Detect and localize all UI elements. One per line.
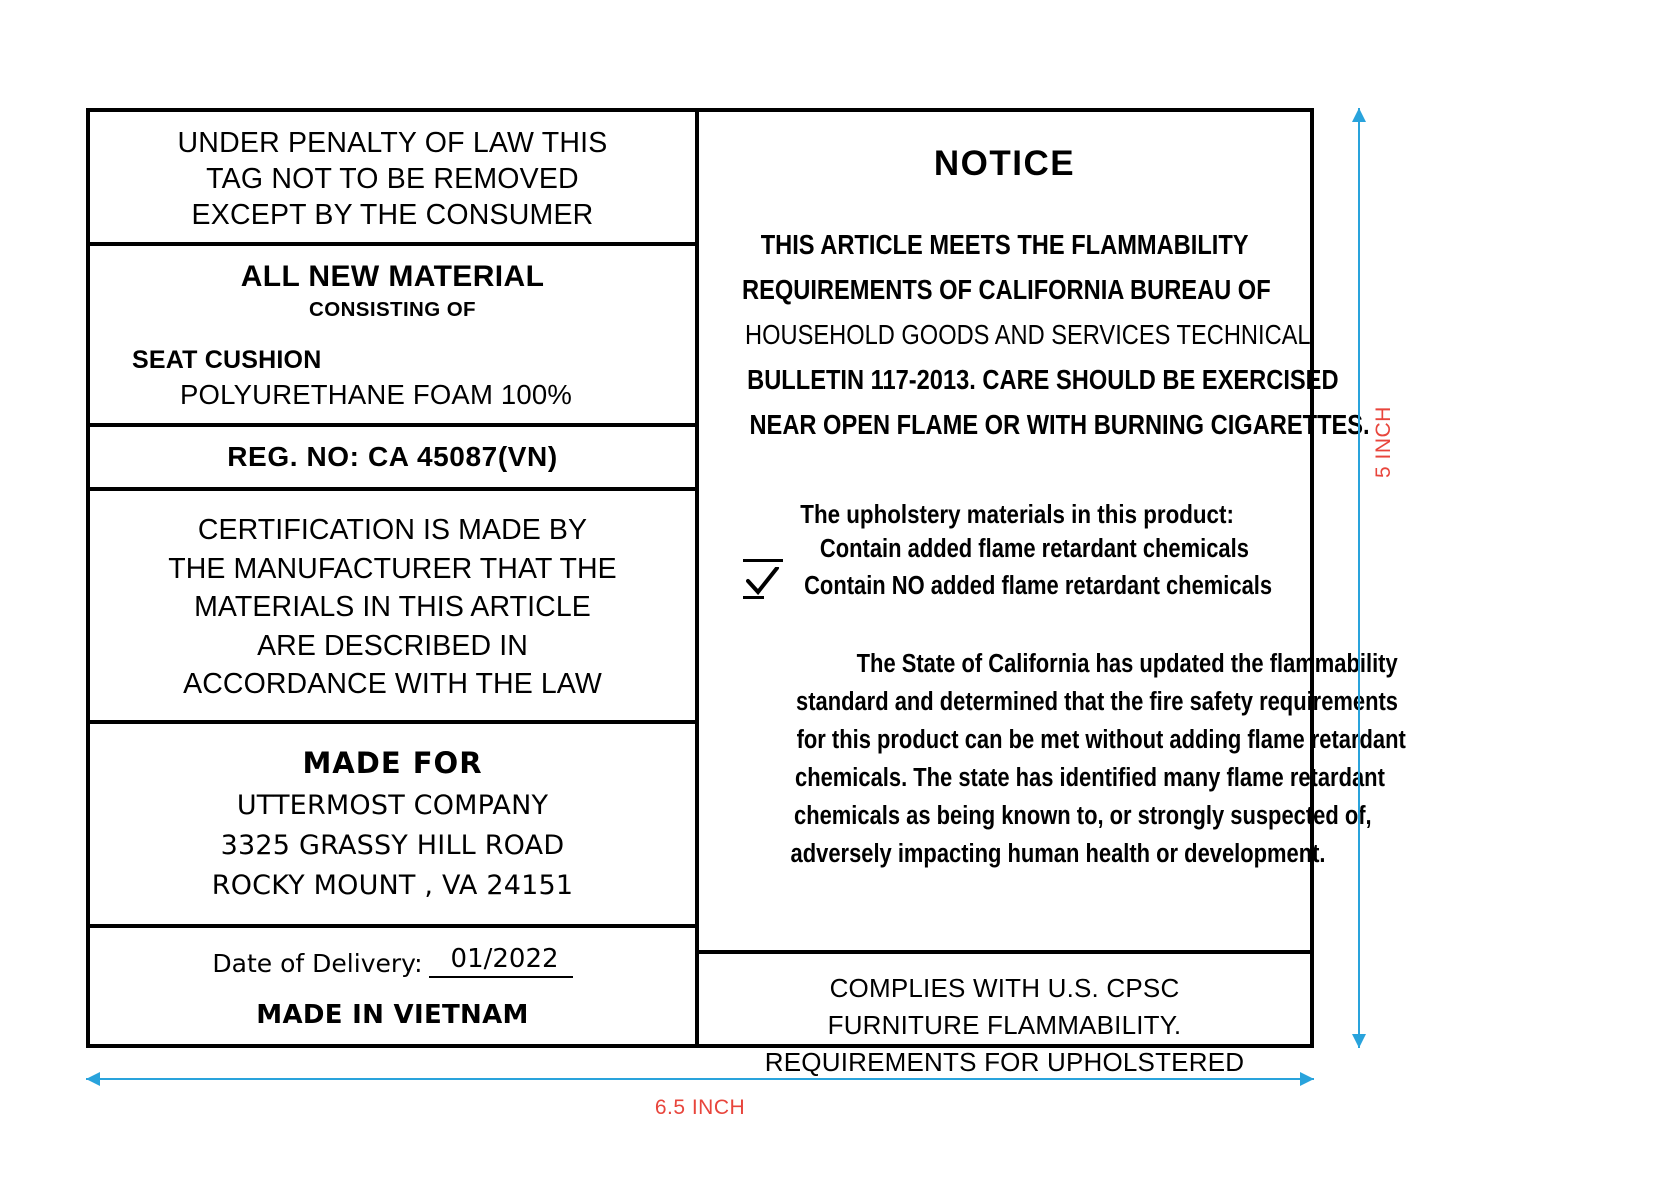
- certification-line-3: MATERIALS IN THIS ARTICLE: [194, 591, 591, 623]
- state-of-california-paragraph: The State of California has updated the …: [747, 645, 1406, 873]
- state-para-line-3: for this product can be met without addi…: [796, 726, 1406, 754]
- dimension-line-horizontal: [86, 1078, 1314, 1080]
- arrow-down-icon: [1352, 1034, 1366, 1048]
- penalty-line-2: TAG NOT TO BE REMOVED: [206, 163, 579, 195]
- upholstery-option-1-label: Contain added flame retardant chemicals: [819, 535, 1249, 563]
- tag-right-panel: NOTICE THIS ARTICLE MEETS THE FLAMMABILI…: [699, 112, 1406, 1077]
- cpsc-compliance-cell: COMPLIES WITH U.S. CPSC FURNITURE FLAMMA…: [699, 954, 1310, 1081]
- country-of-origin: MADE IN VIETNAM: [256, 999, 529, 1030]
- date-of-delivery-label: Date of Delivery:: [212, 948, 423, 978]
- state-para-line-4: chemicals. The state has identified many…: [795, 764, 1385, 792]
- state-para-line-6: adversely impacting human health or deve…: [790, 840, 1326, 868]
- upholstery-heading: The upholstery materials in this product…: [800, 499, 1235, 529]
- delivery-cell: Date of Delivery: 01/2022 MADE IN VIETNA…: [90, 928, 695, 1030]
- width-dimension-label: 6.5 INCH: [654, 1096, 746, 1119]
- width-dimension-arrow: [86, 1072, 1314, 1086]
- arrow-right-icon: [1300, 1072, 1314, 1086]
- material-composition: POLYURETHANE FOAM 100%: [180, 379, 573, 410]
- tag-left-panel: UNDER PENALTY OF LAW THIS TAG NOT TO BE …: [90, 112, 699, 1044]
- upholstery-option-contain-added[interactable]: Contain added flame retardant chemicals: [743, 536, 1310, 562]
- flammability-line-2: REQUIREMENTS OF CALIFORNIA BUREAU OF: [742, 274, 1271, 305]
- registration-number: REG. NO: CA 45087(VN): [227, 441, 558, 472]
- height-dimension-label: 5 INCH: [1372, 406, 1395, 478]
- made-for-cell: MADE FOR UTTERMOST COMPANY 3325 GRASSY H…: [90, 724, 695, 928]
- certification-line-1: CERTIFICATION IS MADE BY: [197, 514, 588, 546]
- penalty-line-3: EXCEPT BY THE CONSUMER: [191, 199, 594, 231]
- checkbox-blank-icon[interactable]: [743, 539, 783, 562]
- made-for-address-line-1: UTTERMOST COMPANY: [236, 789, 549, 821]
- checkmark-icon[interactable]: [743, 567, 779, 599]
- certification-line-4: ARE DESCRIBED IN: [257, 629, 528, 662]
- flammability-line-1: THIS ARTICLE MEETS THE FLAMMABILITY: [760, 229, 1249, 260]
- notice-title: NOTICE: [933, 144, 1076, 183]
- law-tag: UNDER PENALTY OF LAW THIS TAG NOT TO BE …: [86, 108, 1406, 1077]
- made-for-address-line-2: 3325 GRASSY HILL ROAD: [220, 829, 565, 861]
- state-para-line-5: chemicals as being known to, or strongly…: [794, 802, 1372, 830]
- date-of-delivery-value: 01/2022: [428, 944, 573, 978]
- upholstery-option-2-label: Contain NO added flame retardant chemica…: [803, 572, 1272, 600]
- certification-cell: CERTIFICATION IS MADE BY THE MANUFACTURE…: [90, 491, 695, 724]
- penalty-line-1: UNDER PENALTY OF LAW THIS: [177, 127, 608, 159]
- flammability-line-5: NEAR OPEN FLAME OR WITH BURNING CIGARETT…: [749, 409, 1370, 440]
- made-for-heading: MADE FOR: [302, 745, 483, 780]
- cpsc-line-2: FURNITURE FLAMMABILITY.: [827, 1010, 1182, 1040]
- dimension-line-vertical: [1358, 108, 1360, 1048]
- consisting-of-subheading: CONSISTING OF: [309, 298, 476, 321]
- made-for-address-line-3: ROCKY MOUNT , VA 24151: [211, 869, 574, 901]
- flammability-line-3: HOUSEHOLD GOODS AND SERVICES TECHNICAL: [745, 319, 1311, 350]
- notice-cell: NOTICE THIS ARTICLE MEETS THE FLAMMABILI…: [699, 144, 1406, 954]
- certification-line-5: ACCORDANCE WITH THE LAW: [183, 668, 602, 700]
- cpsc-line-3: REQUIREMENTS FOR UPHOLSTERED: [764, 1047, 1245, 1077]
- material-cell: ALL NEW MATERIAL CONSISTING OF SEAT CUSH…: [90, 246, 695, 427]
- material-component: SEAT CUSHION: [132, 346, 322, 374]
- penalty-notice-cell: UNDER PENALTY OF LAW THIS TAG NOT TO BE …: [90, 112, 695, 246]
- flammability-statement: THIS ARTICLE MEETS THE FLAMMABILITY REQU…: [699, 222, 1370, 447]
- certification-line-2: THE MANUFACTURER THAT THE: [168, 552, 617, 585]
- all-new-material-heading: ALL NEW MATERIAL: [240, 260, 545, 293]
- state-para-line-1: The State of California has updated the …: [856, 650, 1398, 678]
- height-dimension-arrow: [1352, 108, 1366, 1048]
- upholstery-option-contain-no-added[interactable]: Contain NO added flame retardant chemica…: [743, 567, 1310, 600]
- flammability-line-4: BULLETIN 117-2013. CARE SHOULD BE EXERCI…: [747, 364, 1339, 395]
- registration-cell: REG. NO: CA 45087(VN): [90, 427, 695, 491]
- state-para-line-2: standard and determined that the fire sa…: [796, 688, 1399, 716]
- upholstery-options-block: The upholstery materials in this product…: [699, 499, 1310, 599]
- cpsc-line-1: COMPLIES WITH U.S. CPSC: [829, 973, 1180, 1003]
